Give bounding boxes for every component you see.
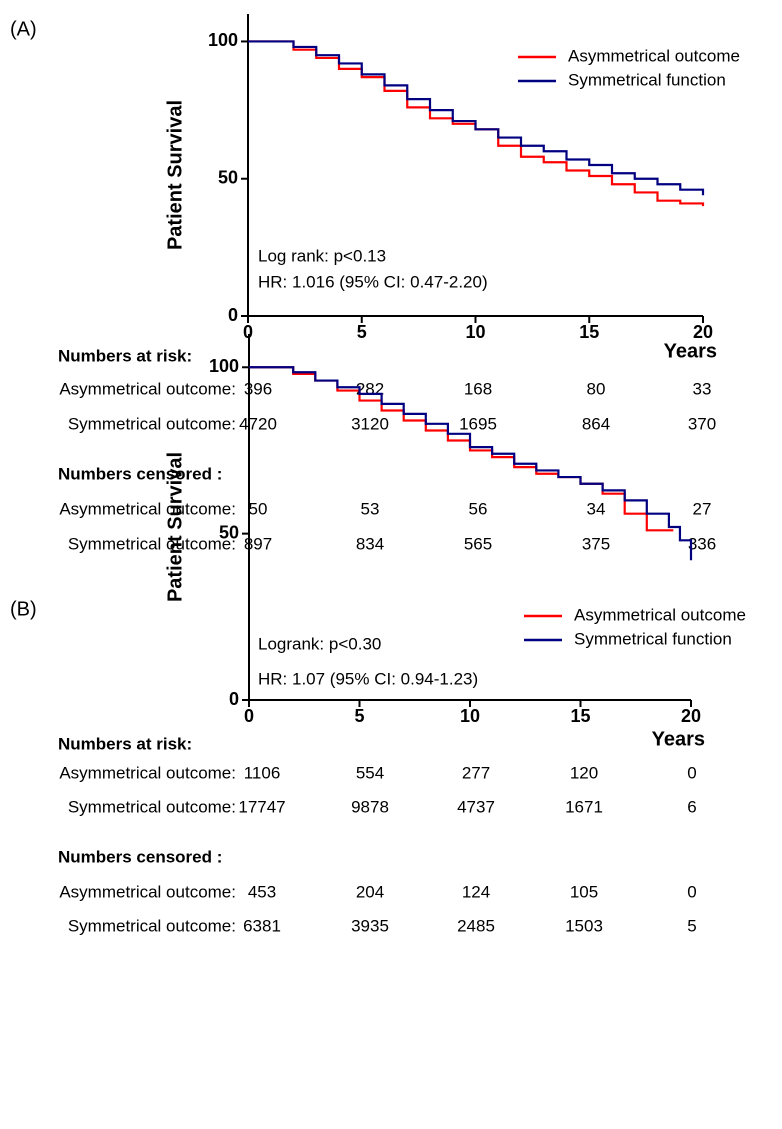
table-value: 375 xyxy=(582,534,610,553)
table-value: 124 xyxy=(462,882,490,901)
table-value: 1671 xyxy=(565,797,603,816)
table-value: 3120 xyxy=(351,414,389,433)
row-label: Asymmetrical outcome: xyxy=(59,763,236,782)
x-tick-label: 5 xyxy=(357,322,367,342)
table-value: 1695 xyxy=(459,414,497,433)
x-tick-label: 0 xyxy=(243,322,253,342)
row-label: Asymmetrical outcome: xyxy=(59,499,236,518)
annotation: HR: 1.07 (95% CI: 0.94-1.23) xyxy=(258,669,478,688)
y-tick-label: 100 xyxy=(209,356,239,376)
table-value: 1106 xyxy=(244,763,281,782)
row-label: Symmetrical outcome: xyxy=(68,534,236,553)
table-value: 370 xyxy=(688,414,716,433)
table-value: 336 xyxy=(688,534,716,553)
legend-label: Asymmetrical outcome xyxy=(574,605,746,624)
row-label: Asymmetrical outcome: xyxy=(59,379,236,398)
table-value: 565 xyxy=(464,534,492,553)
table-value: 9878 xyxy=(351,797,389,816)
table-value: 4720 xyxy=(239,414,277,433)
table-value: 120 xyxy=(570,763,598,782)
table-value: 3935 xyxy=(351,916,389,935)
table-value: 396 xyxy=(244,379,272,398)
row-label: Symmetrical outcome: xyxy=(68,916,236,935)
x-tick-label: 10 xyxy=(465,322,485,342)
table-value: 105 xyxy=(570,882,598,901)
y-tick-label: 100 xyxy=(208,30,238,50)
table-value: 27 xyxy=(693,499,712,518)
row-label: Symmetrical outcome: xyxy=(68,797,236,816)
table-value: 453 xyxy=(248,882,276,901)
x-tick-label: 15 xyxy=(579,322,599,342)
x-axis-title: Years xyxy=(652,728,705,750)
annotation: HR: 1.016 (95% CI: 0.47-2.20) xyxy=(258,272,488,291)
y-tick-label: 0 xyxy=(229,689,239,709)
x-tick-label: 0 xyxy=(244,706,254,726)
table-value: 50 xyxy=(249,499,268,518)
x-tick-label: 15 xyxy=(570,706,590,726)
legend-label: Symmetrical function xyxy=(568,70,726,89)
table-value: 834 xyxy=(356,534,384,553)
row-label: Symmetrical outcome: xyxy=(68,414,236,433)
table-value: 6381 xyxy=(243,916,281,935)
table-title: Numbers censored : xyxy=(58,464,222,483)
survival-curve xyxy=(249,366,674,532)
y-tick-label: 50 xyxy=(218,167,238,187)
survival-curve xyxy=(249,366,693,561)
x-tick-label: 20 xyxy=(693,322,713,342)
table-value: 277 xyxy=(462,763,490,782)
table-title: Numbers censored : xyxy=(58,847,222,866)
annotation: Log rank: p<0.13 xyxy=(258,246,386,265)
panel-label: (B) xyxy=(10,598,37,620)
x-tick-label: 10 xyxy=(460,706,480,726)
table-value: 17747 xyxy=(238,797,285,816)
y-tick-label: 0 xyxy=(228,305,238,325)
legend-label: Symmetrical function xyxy=(574,629,732,648)
table-value: 0 xyxy=(687,882,696,901)
y-axis-title: Patient Survival xyxy=(164,452,186,602)
panel-label: (A) xyxy=(10,18,37,40)
table-value: 864 xyxy=(582,414,610,433)
table-value: 6 xyxy=(687,797,696,816)
x-tick-label: 5 xyxy=(354,706,364,726)
table-value: 4737 xyxy=(457,797,495,816)
legend-label: Asymmetrical outcome xyxy=(568,46,740,65)
table-value: 53 xyxy=(361,499,380,518)
x-axis-title: Years xyxy=(664,340,717,362)
survival-curve xyxy=(248,40,705,196)
table-title: Numbers at risk: xyxy=(58,734,192,753)
table-value: 5 xyxy=(687,916,696,935)
x-tick-label: 20 xyxy=(681,706,701,726)
table-title: Numbers at risk: xyxy=(58,346,192,365)
table-value: 168 xyxy=(464,379,492,398)
annotation: Logrank: p<0.30 xyxy=(258,634,381,653)
table-value: 33 xyxy=(693,379,712,398)
table-value: 34 xyxy=(587,499,606,518)
table-value: 0 xyxy=(687,763,696,782)
table-value: 204 xyxy=(356,882,384,901)
y-axis-title: Patient Survival xyxy=(164,100,186,250)
y-tick-label: 50 xyxy=(219,522,239,542)
table-value: 554 xyxy=(356,763,384,782)
table-value: 56 xyxy=(469,499,488,518)
table-value: 1503 xyxy=(565,916,603,935)
table-value: 2485 xyxy=(457,916,495,935)
table-value: 897 xyxy=(244,534,272,553)
table-value: 80 xyxy=(587,379,606,398)
row-label: Asymmetrical outcome: xyxy=(59,882,236,901)
